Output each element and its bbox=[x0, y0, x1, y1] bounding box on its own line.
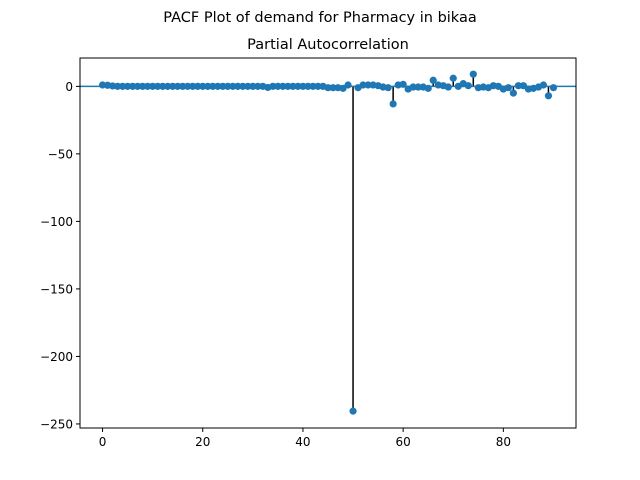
pacf-point bbox=[239, 82, 247, 90]
pacf-point bbox=[199, 82, 207, 90]
y-tick-label: −250 bbox=[40, 417, 73, 431]
x-tick-label: 80 bbox=[496, 435, 511, 449]
x-tick-label: 60 bbox=[396, 435, 411, 449]
y-tick-label: −200 bbox=[40, 350, 73, 364]
pacf-point bbox=[544, 92, 553, 100]
pacf-point bbox=[304, 82, 312, 90]
pacf-point bbox=[139, 82, 147, 90]
pacf-point bbox=[329, 84, 337, 92]
pacf-point bbox=[284, 82, 292, 90]
pacf-point bbox=[159, 82, 167, 90]
pacf-point bbox=[129, 82, 137, 90]
pacf-point bbox=[314, 82, 322, 90]
pacf-point bbox=[449, 74, 457, 82]
pacf-point bbox=[113, 82, 122, 90]
pacf-point bbox=[214, 82, 222, 90]
pacf-point bbox=[169, 82, 177, 90]
pacf-point bbox=[539, 81, 548, 89]
pacf-point bbox=[254, 82, 262, 90]
pacf-point bbox=[149, 82, 157, 90]
pacf-point bbox=[504, 84, 512, 92]
pacf-point bbox=[429, 76, 437, 84]
chart-title: Partial Autocorrelation bbox=[247, 37, 409, 53]
pacf-point bbox=[234, 82, 242, 90]
pacf-point bbox=[219, 82, 227, 90]
pacf-point bbox=[249, 82, 257, 90]
pacf-point bbox=[364, 81, 372, 89]
pacf-point bbox=[184, 82, 192, 90]
pacf-point bbox=[179, 82, 187, 90]
pacf-point bbox=[224, 82, 232, 90]
pacf-point bbox=[424, 84, 432, 92]
pacf-point bbox=[204, 82, 212, 90]
pacf-point bbox=[309, 82, 317, 90]
axes-frame bbox=[79, 57, 577, 429]
pacf-point bbox=[409, 83, 417, 91]
pacf-point bbox=[244, 82, 252, 90]
pacf-point bbox=[399, 80, 407, 88]
pacf-point bbox=[299, 82, 307, 90]
pacf-point bbox=[269, 82, 277, 90]
pacf-point bbox=[384, 84, 392, 92]
figure-suptitle: PACF Plot of demand for Pharmacy in bika… bbox=[163, 10, 476, 26]
pacf-point bbox=[349, 407, 357, 415]
pacf-point bbox=[344, 81, 352, 89]
pacf-point bbox=[279, 82, 287, 90]
pacf-point bbox=[469, 70, 477, 78]
pacf-point bbox=[194, 82, 202, 90]
y-tick-label: −50 bbox=[48, 147, 73, 161]
pacf-point bbox=[209, 82, 217, 90]
pacf-point bbox=[274, 82, 282, 90]
x-tick-label: 0 bbox=[99, 435, 107, 449]
pacf-point bbox=[444, 83, 452, 91]
x-tick-label: 40 bbox=[295, 435, 310, 449]
pacf-point bbox=[118, 82, 127, 90]
pacf-point bbox=[289, 82, 297, 90]
pacf-point bbox=[514, 82, 522, 90]
pacf-point bbox=[509, 89, 517, 97]
pacf-point bbox=[294, 82, 302, 90]
plot-area: 0 20 40 60 80 0 −50 −100 −150 −200 −250 bbox=[40, 57, 577, 449]
pacf-point bbox=[229, 82, 237, 90]
pacf-point bbox=[414, 83, 422, 91]
y-tick-label: −150 bbox=[40, 282, 73, 296]
pacf-point bbox=[123, 82, 132, 90]
pacf-point bbox=[189, 82, 197, 90]
pacf-point bbox=[324, 84, 332, 92]
pacf-point bbox=[549, 84, 558, 92]
y-tick-label: −100 bbox=[40, 215, 73, 229]
pacf-point bbox=[134, 82, 142, 90]
pacf-point bbox=[174, 82, 182, 90]
x-tick-label: 20 bbox=[195, 435, 210, 449]
pacf-point bbox=[154, 82, 162, 90]
pacf-point bbox=[464, 82, 472, 90]
pacf-point bbox=[164, 82, 172, 90]
pacf-point bbox=[389, 100, 397, 108]
pacf-point bbox=[359, 81, 367, 89]
pacf-point bbox=[144, 82, 152, 90]
y-tick-label: 0 bbox=[65, 80, 73, 94]
